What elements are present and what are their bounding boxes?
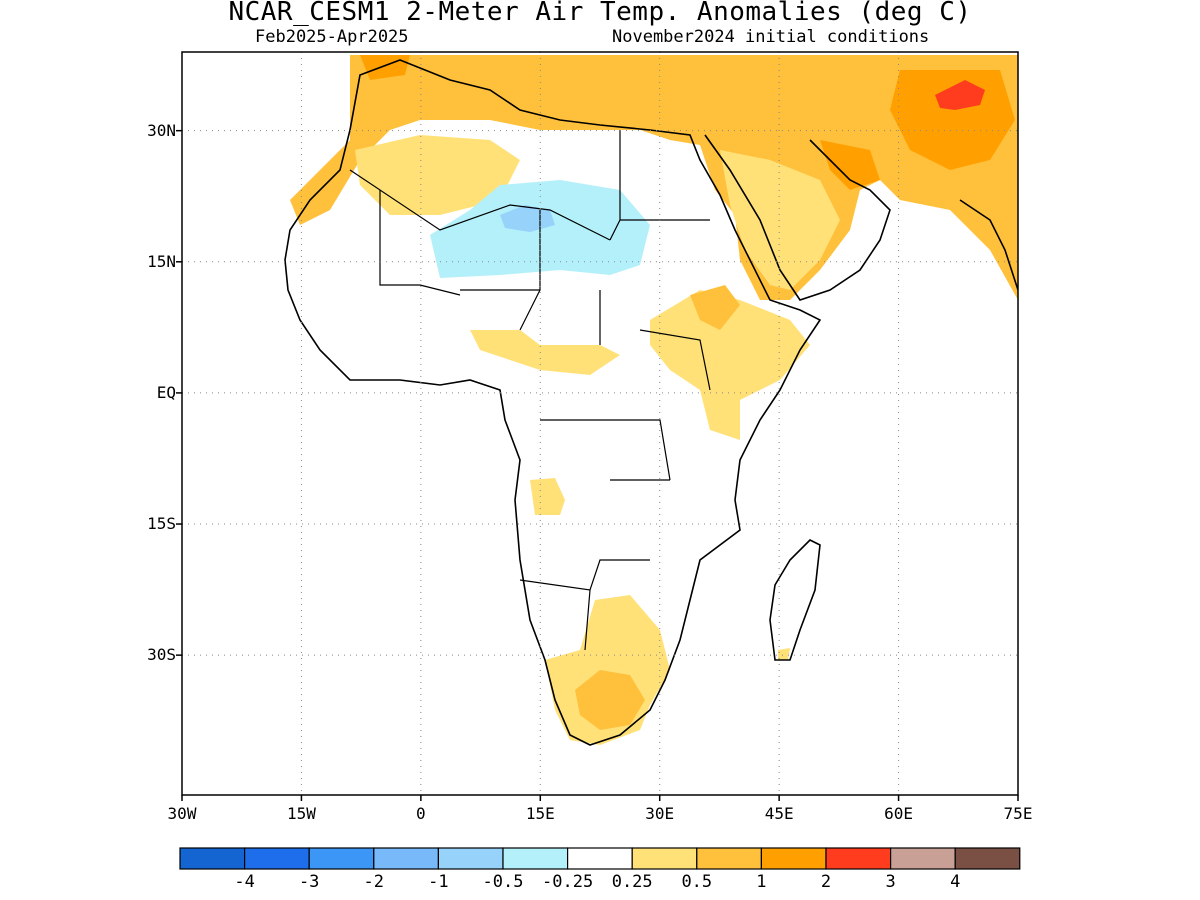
colorbar-swatch [179,847,246,870]
anomaly-region-afghanistan-max [935,80,985,110]
colorbar-label: -0.25 [542,872,594,892]
colorbar-label: -2 [363,872,385,892]
colorbar-label: 1 [756,872,767,892]
india-coastline [959,199,1018,291]
colorbar-swatch [760,847,827,870]
madagascar-coastline [769,539,821,661]
colorbar-label: -0.5 [482,872,524,892]
colorbar [179,847,1021,870]
anomaly-region-arabia-east [820,140,880,190]
anomaly-region-iran-hot [890,70,1015,170]
colorbar-label: 3 [885,872,896,892]
anomaly-region-arabia [720,150,840,290]
anomaly-region-sahel [470,330,620,375]
lon-tick-label: 30E [645,804,675,823]
axis-ticks [176,129,1019,801]
colorbar-label: -4 [234,872,255,892]
colorbar-swatch [696,847,762,870]
coastlines [284,59,1018,746]
colorbar-swatch [566,847,633,870]
anomaly-shading [290,55,1018,745]
anomaly-region-sahara-warm [355,135,520,215]
map-title: NCAR_CESM1 2-Meter Air Temp. Anomalies (… [228,0,972,27]
initial-conditions: November2024 initial conditions [612,27,930,47]
lat-tick-label: 15N [147,251,176,271]
grid [181,52,1019,795]
lon-tick-label: 30W [167,804,197,823]
colorbar-swatch [437,847,504,870]
lat-tick-label: 30N [147,120,176,140]
colorbar-swatch [308,847,375,870]
lon-tick-label: 60E [884,804,914,823]
colorbar-label: -3 [298,872,320,892]
lat-tick-label: 30S [147,645,176,665]
anomaly-region-ethiopia [650,290,810,440]
colorbar-label: -1 [428,872,449,892]
colorbar-swatch [889,847,956,870]
colorbar-swatch [373,847,439,870]
lat-tick-label: 15S [147,514,176,534]
lat-tick-label: EQ [156,382,176,402]
colorbar-swatch [502,847,569,870]
colorbar-swatch [954,847,1021,870]
anomaly-region-south-africa-warm [575,670,645,730]
anomaly-region-sahara-cooler [500,205,555,232]
colorbar-swatch [244,847,310,870]
forecast-period: Feb2025-Apr2025 [255,27,409,47]
lon-tick-label: 45E [764,804,794,823]
lon-tick-label: 0 [416,804,426,823]
lon-tick-label: 15W [286,804,316,823]
africa-coastline [284,59,822,746]
colorbar-label: 0.25 [611,872,653,892]
lon-tick-label: 75E [1003,804,1033,823]
anomaly-region-north-africa [290,55,1018,300]
anomaly-region-ethiopia-warm [690,285,740,330]
lon-tick-label: 15E [525,804,555,823]
arabia-coastline [704,134,891,301]
anomaly-region-madagascar [778,648,790,660]
anomaly-region-angola [530,478,565,515]
map-frame [181,51,1019,796]
colorbar-label: 2 [820,872,832,892]
colorbar-label: 0.5 [681,872,713,892]
colorbar-label: 4 [950,872,961,892]
border-lines [349,130,711,651]
colorbar-swatch [825,847,892,870]
colorbar-swatch [631,847,698,870]
